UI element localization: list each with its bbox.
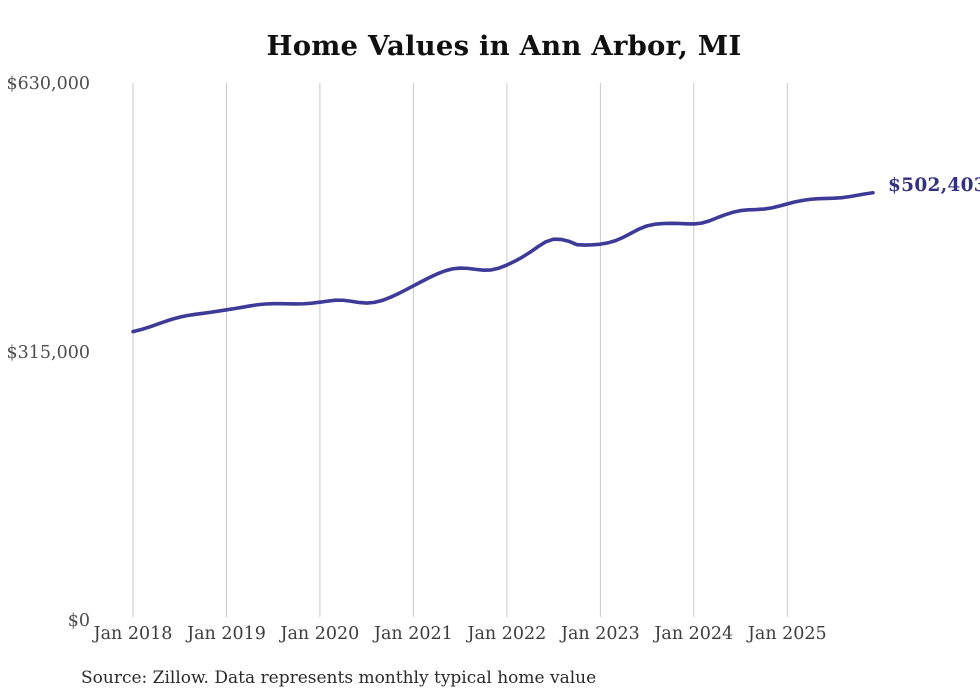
y-axis-label: $630,000 [6,74,90,94]
chart-title: Home Values in Ann Arbor, MI [266,30,742,62]
x-axis-label: Jan 2020 [280,624,360,644]
x-axis-label: Jan 2019 [187,624,266,644]
home-value-line [131,190,875,334]
x-axis-label: Jan 2021 [373,624,453,644]
source-note: Source: Zillow. Data represents monthly … [81,668,597,688]
x-axis-label: Jan 2025 [747,624,827,644]
y-axis-label: $315,000 [6,342,90,363]
y-axis-label: $0 [67,611,90,631]
x-axis-label: Jan 2022 [467,624,547,644]
latest-value-label: $502,403 [888,174,980,196]
x-axis-label: Jan 2024 [654,624,734,644]
x-axis-label: Jan 2023 [560,624,640,644]
x-axis-label: Jan 2018 [93,624,173,644]
